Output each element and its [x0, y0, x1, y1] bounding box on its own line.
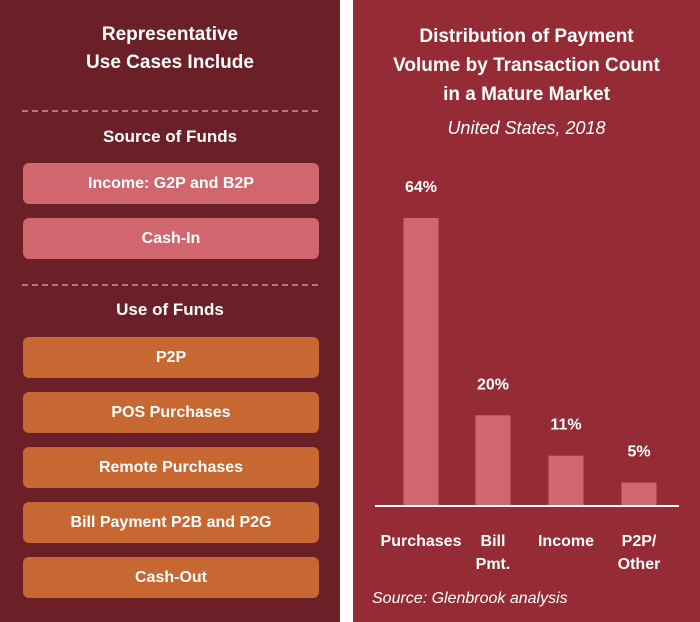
data-label-2: 11%	[550, 417, 581, 434]
use-item-cash-out: Cash-Out	[23, 557, 319, 598]
chart-subtitle: United States, 2018	[447, 118, 606, 138]
bar-1	[475, 415, 511, 505]
chart-title: Distribution of Payment Volume by Transa…	[353, 22, 700, 109]
category-label-3-1: Other	[618, 556, 661, 573]
use-cases-heading-line2: Use Cases Include	[86, 52, 254, 73]
bar-3	[621, 482, 657, 505]
chart-title-line2: Volume by Transaction Count	[393, 55, 660, 76]
source-item-income: Income: G2P and B2P	[23, 163, 319, 204]
use-of-funds-label: Use of Funds	[116, 300, 224, 319]
data-label-0: 64%	[405, 179, 437, 196]
use-cases-heading-line1: Representative	[101, 24, 239, 45]
category-label-2-0: Income	[538, 533, 594, 550]
divider	[22, 284, 318, 286]
category-label-1-1: Pmt.	[476, 556, 511, 573]
bar-2	[548, 455, 584, 505]
category-label-1-0: Bill	[481, 533, 506, 550]
use-item-remote-purchases: Remote Purchases	[23, 447, 319, 488]
source-item-cash-in: Cash-In	[23, 218, 319, 259]
category-label-0-0: Purchases	[381, 533, 462, 550]
use-item-bill-payment: Bill Payment P2B and P2G	[23, 502, 319, 543]
data-label-3: 5%	[627, 444, 650, 461]
bar-0	[403, 218, 439, 505]
chart-title-line1: Distribution of Payment	[419, 26, 634, 47]
use-item-p2p: P2P	[23, 337, 319, 378]
source-note: Source: Glenbrook analysis	[372, 590, 568, 607]
source-of-funds-label: Source of Funds	[102, 127, 238, 146]
divider	[22, 110, 318, 112]
data-label-1: 20%	[477, 376, 509, 393]
chart-title-line3: in a Mature Market	[443, 84, 610, 105]
category-label-3-0: P2P/	[622, 533, 657, 550]
use-item-pos-purchases: POS Purchases	[23, 392, 319, 433]
bar-chart: 64% Purchases 20% Bill Pmt. 11% Income 5% P2P/Ot…	[375, 179, 679, 573]
